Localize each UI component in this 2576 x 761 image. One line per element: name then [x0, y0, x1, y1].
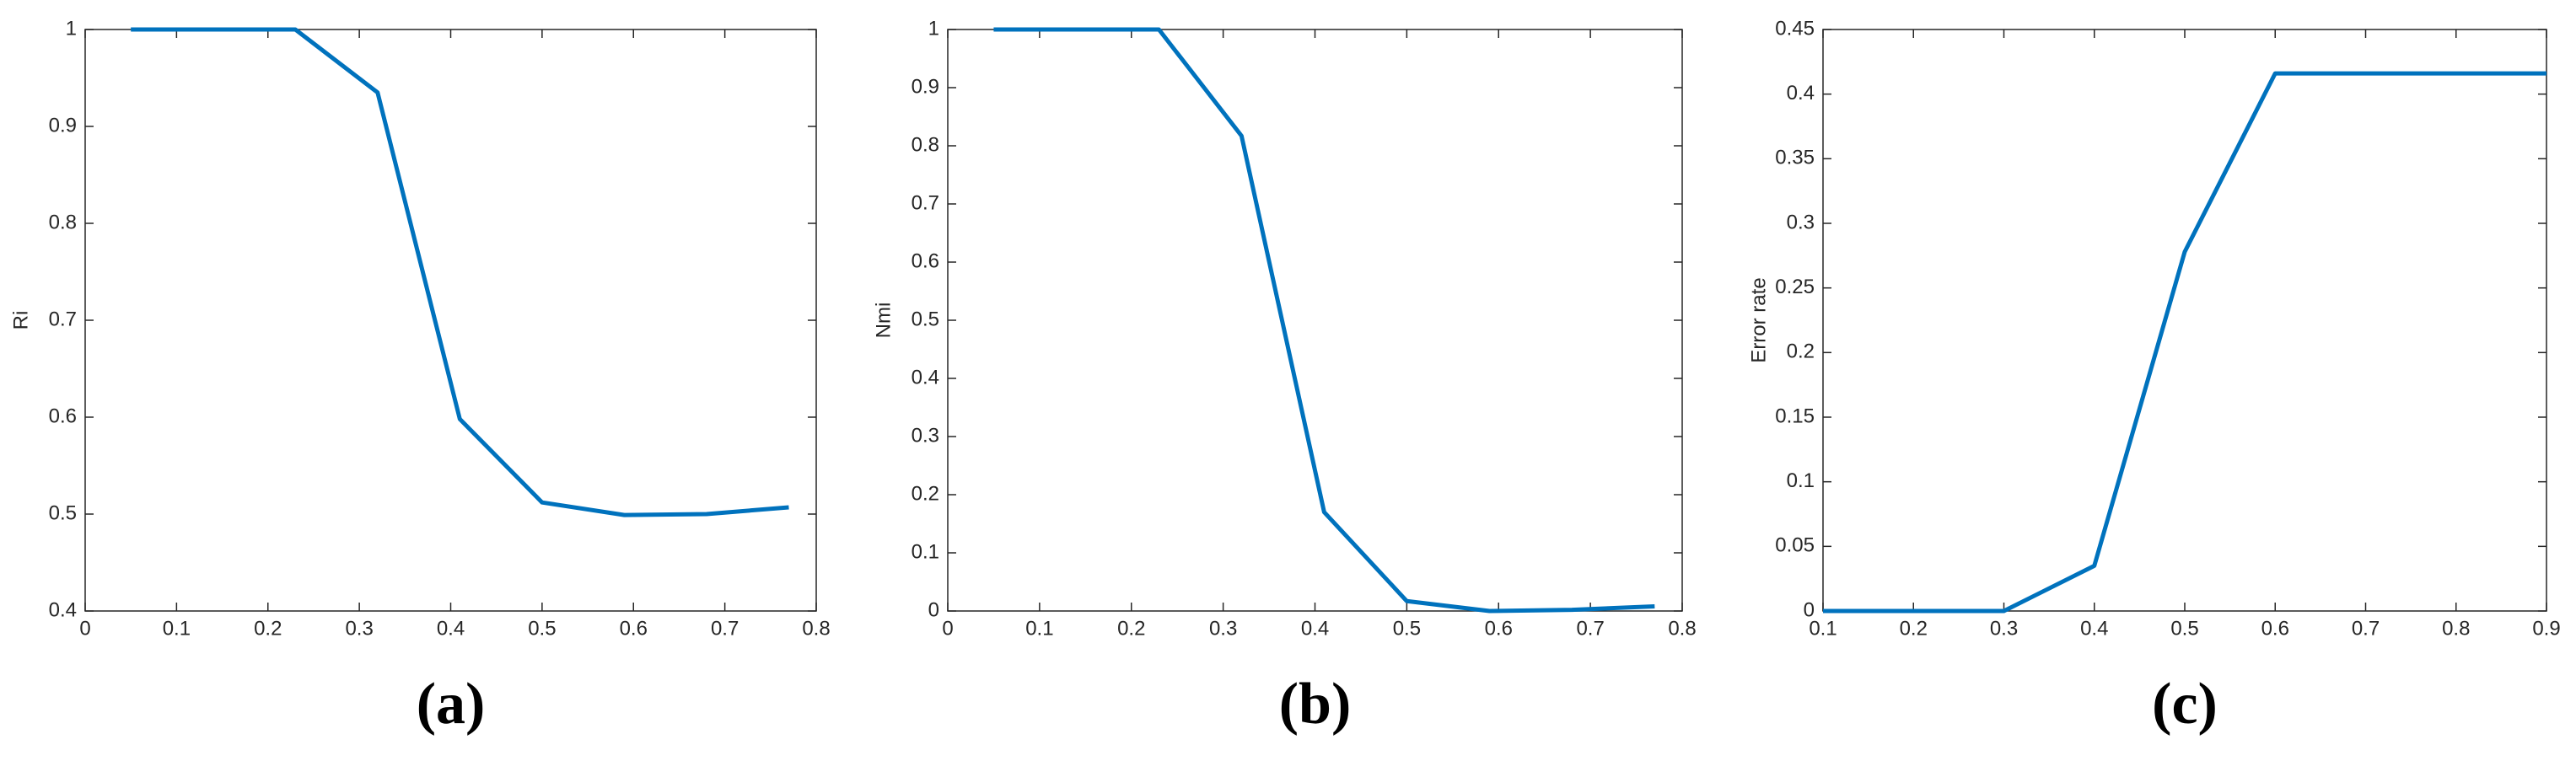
y-tick-label: 0.6: [912, 249, 939, 272]
y-tick-label: 0: [1804, 598, 1815, 621]
x-tick-label: 0.7: [1576, 617, 1604, 640]
y-tick-label: 0.6: [49, 405, 77, 427]
y-tick-label: 0.15: [1775, 405, 1815, 427]
y-tick-label: 0.25: [1775, 276, 1815, 298]
y-tick-label: 0.4: [49, 598, 77, 621]
caption: (c): [2152, 672, 2218, 737]
x-tick-label: 0.2: [1117, 617, 1145, 640]
x-tick-label: 0.4: [437, 617, 465, 640]
x-tick-label: 0: [79, 617, 90, 640]
y-tick-label: 0.5: [49, 501, 77, 524]
x-tick-label: 0.6: [620, 617, 648, 640]
x-tick-label: 0.3: [1209, 617, 1237, 640]
y-tick-label: 0.9: [912, 75, 939, 98]
y-tick-label: 0.3: [912, 424, 939, 447]
x-tick-label: 0.1: [163, 617, 191, 640]
y-tick-label: 0.2: [1787, 340, 1815, 363]
caption: (b): [1279, 672, 1352, 737]
x-tick-label: 0.6: [2261, 617, 2289, 640]
x-tick-label: 0.6: [1485, 617, 1513, 640]
x-tick-label: 0.2: [254, 617, 282, 640]
x-tick-label: 0.5: [1393, 617, 1421, 640]
x-tick-label: 0.3: [345, 617, 373, 640]
y-tick-label: 0.8: [49, 211, 77, 233]
y-tick-label: 0.7: [49, 308, 77, 330]
y-tick-label: 1: [928, 17, 939, 40]
x-tick-label: 0.1: [1025, 617, 1053, 640]
x-tick-label: 0.3: [1990, 617, 2018, 640]
y-axis-label: Nmi: [872, 303, 895, 339]
y-tick-label: 0: [928, 598, 939, 621]
y-tick-label: 0.4: [1787, 82, 1815, 105]
x-tick-label: 0.5: [2170, 617, 2198, 640]
y-axis-label: Error rate: [1747, 277, 1770, 362]
x-tick-label: 0.7: [711, 617, 739, 640]
caption: (a): [417, 672, 486, 737]
y-tick-label: 0.05: [1775, 534, 1815, 557]
x-tick-label: 0.8: [802, 617, 830, 640]
data-line: [131, 27, 789, 517]
y-tick-label: 0.7: [912, 191, 939, 214]
y-tick-label: 0.4: [912, 366, 939, 389]
x-tick-label: 0.7: [2352, 617, 2380, 640]
y-tick-label: 0.8: [912, 133, 939, 156]
y-tick-label: 0.2: [912, 482, 939, 505]
x-tick-label: 0.4: [1301, 617, 1329, 640]
x-tick-label: 0.8: [2442, 617, 2470, 640]
axes-box: [84, 29, 817, 612]
y-tick-label: 0.35: [1775, 147, 1815, 169]
x-tick-label: 0.4: [2080, 617, 2108, 640]
y-tick-label: 0.5: [912, 308, 939, 330]
y-tick-label: 0.1: [1787, 469, 1815, 492]
x-tick-label: 0.2: [1900, 617, 1928, 640]
y-tick-label: 0.45: [1775, 17, 1815, 40]
y-tick-label: 0.3: [1787, 211, 1815, 233]
x-tick-label: 0.1: [1809, 617, 1837, 640]
y-tick-label: 0.1: [912, 540, 939, 563]
y-tick-label: 1: [66, 17, 77, 40]
axes-box: [947, 29, 1683, 612]
x-tick-label: 0.5: [528, 617, 556, 640]
y-axis-label: Ri: [9, 311, 32, 330]
y-tick-label: 0.9: [49, 114, 77, 137]
axes-box: [1822, 29, 2547, 612]
x-tick-label: 0: [942, 617, 953, 640]
data-line: [993, 27, 1655, 614]
x-tick-label: 0.9: [2532, 617, 2560, 640]
x-tick-label: 0.8: [1668, 617, 1696, 640]
data-line: [1823, 71, 2546, 614]
